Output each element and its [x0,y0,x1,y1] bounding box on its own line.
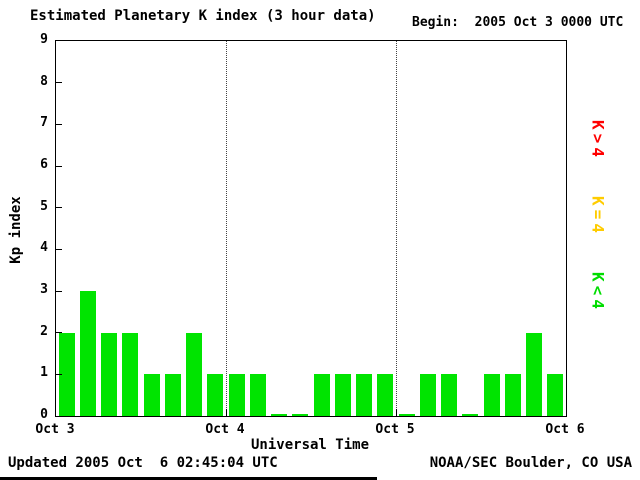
y-tick-label: 3 [40,282,48,297]
y-tick-label: 8 [40,73,48,89]
y-tick-label: 7 [40,115,48,131]
y-tick-mark [56,123,62,125]
plot-area [55,40,567,417]
day-boundary-line [226,41,227,416]
kp-bar [504,374,521,416]
kp-bar [79,291,96,416]
kp-bar [313,374,330,416]
y-tick-mark [56,290,62,292]
legend-k-eq-4-label: K=4 [588,196,608,237]
bottom-border [0,477,377,480]
kp-bar [547,374,564,416]
kp-bar [377,374,394,416]
y-tick-mark [56,82,62,84]
kp-bar [122,332,139,416]
kp-bar [228,374,245,416]
legend-k-lt-4-label: K<4 [588,272,608,313]
kp-bar [292,414,309,416]
y-tick-label: 0 [40,407,48,422]
y-tick-label: 9 [40,32,48,47]
y-tick-label: 5 [40,198,48,214]
y-tick-label: 4 [40,240,48,256]
kp-bar [483,374,500,416]
kp-bar [441,374,458,416]
y-tick-label: 6 [40,157,48,172]
kp-bar [101,332,118,416]
updated-timestamp: Updated 2005 Oct 6 02:45:04 UTC [8,455,278,471]
y-tick-mark [56,332,62,334]
kp-bar [164,374,181,416]
begin-timestamp: Begin: 2005 Oct 3 0000 UTC [412,15,624,30]
kp-bar [526,332,543,416]
kp-bar [143,374,160,416]
y-tick-mark [56,373,62,375]
kp-bar [186,332,203,416]
kp-bar [58,332,75,416]
x-tick-label: Oct 5 [375,422,415,437]
kp-bar [462,414,479,416]
y-tick-mark [56,207,62,209]
x-axis-title: Universal Time [250,437,370,453]
kp-bar [334,374,351,416]
y-tick-mark [56,165,62,167]
x-tick-label: Oct 4 [205,422,245,437]
kp-bar [249,374,266,416]
kp-bar [419,374,436,416]
y-tick-label: 1 [40,365,48,381]
x-tick-mark [226,409,227,416]
kp-bar [356,374,373,416]
y-axis-title: Kp index [8,196,24,264]
legend-k-gt-4-label: K>4 [588,120,608,161]
kp-bar [398,414,415,416]
kp-bar [207,374,224,416]
x-tick-mark [396,409,397,416]
source-credit: NOAA/SEC Boulder, CO USA [429,455,632,471]
x-tick-label: Oct 3 [35,422,75,437]
x-tick-label: Oct 6 [545,422,585,437]
y-tick-label: 2 [40,323,48,339]
y-tick-mark [56,248,62,250]
day-boundary-line [396,41,397,416]
chart-title: Estimated Planetary K index (3 hour data… [30,8,376,24]
kp-bar [271,414,288,416]
